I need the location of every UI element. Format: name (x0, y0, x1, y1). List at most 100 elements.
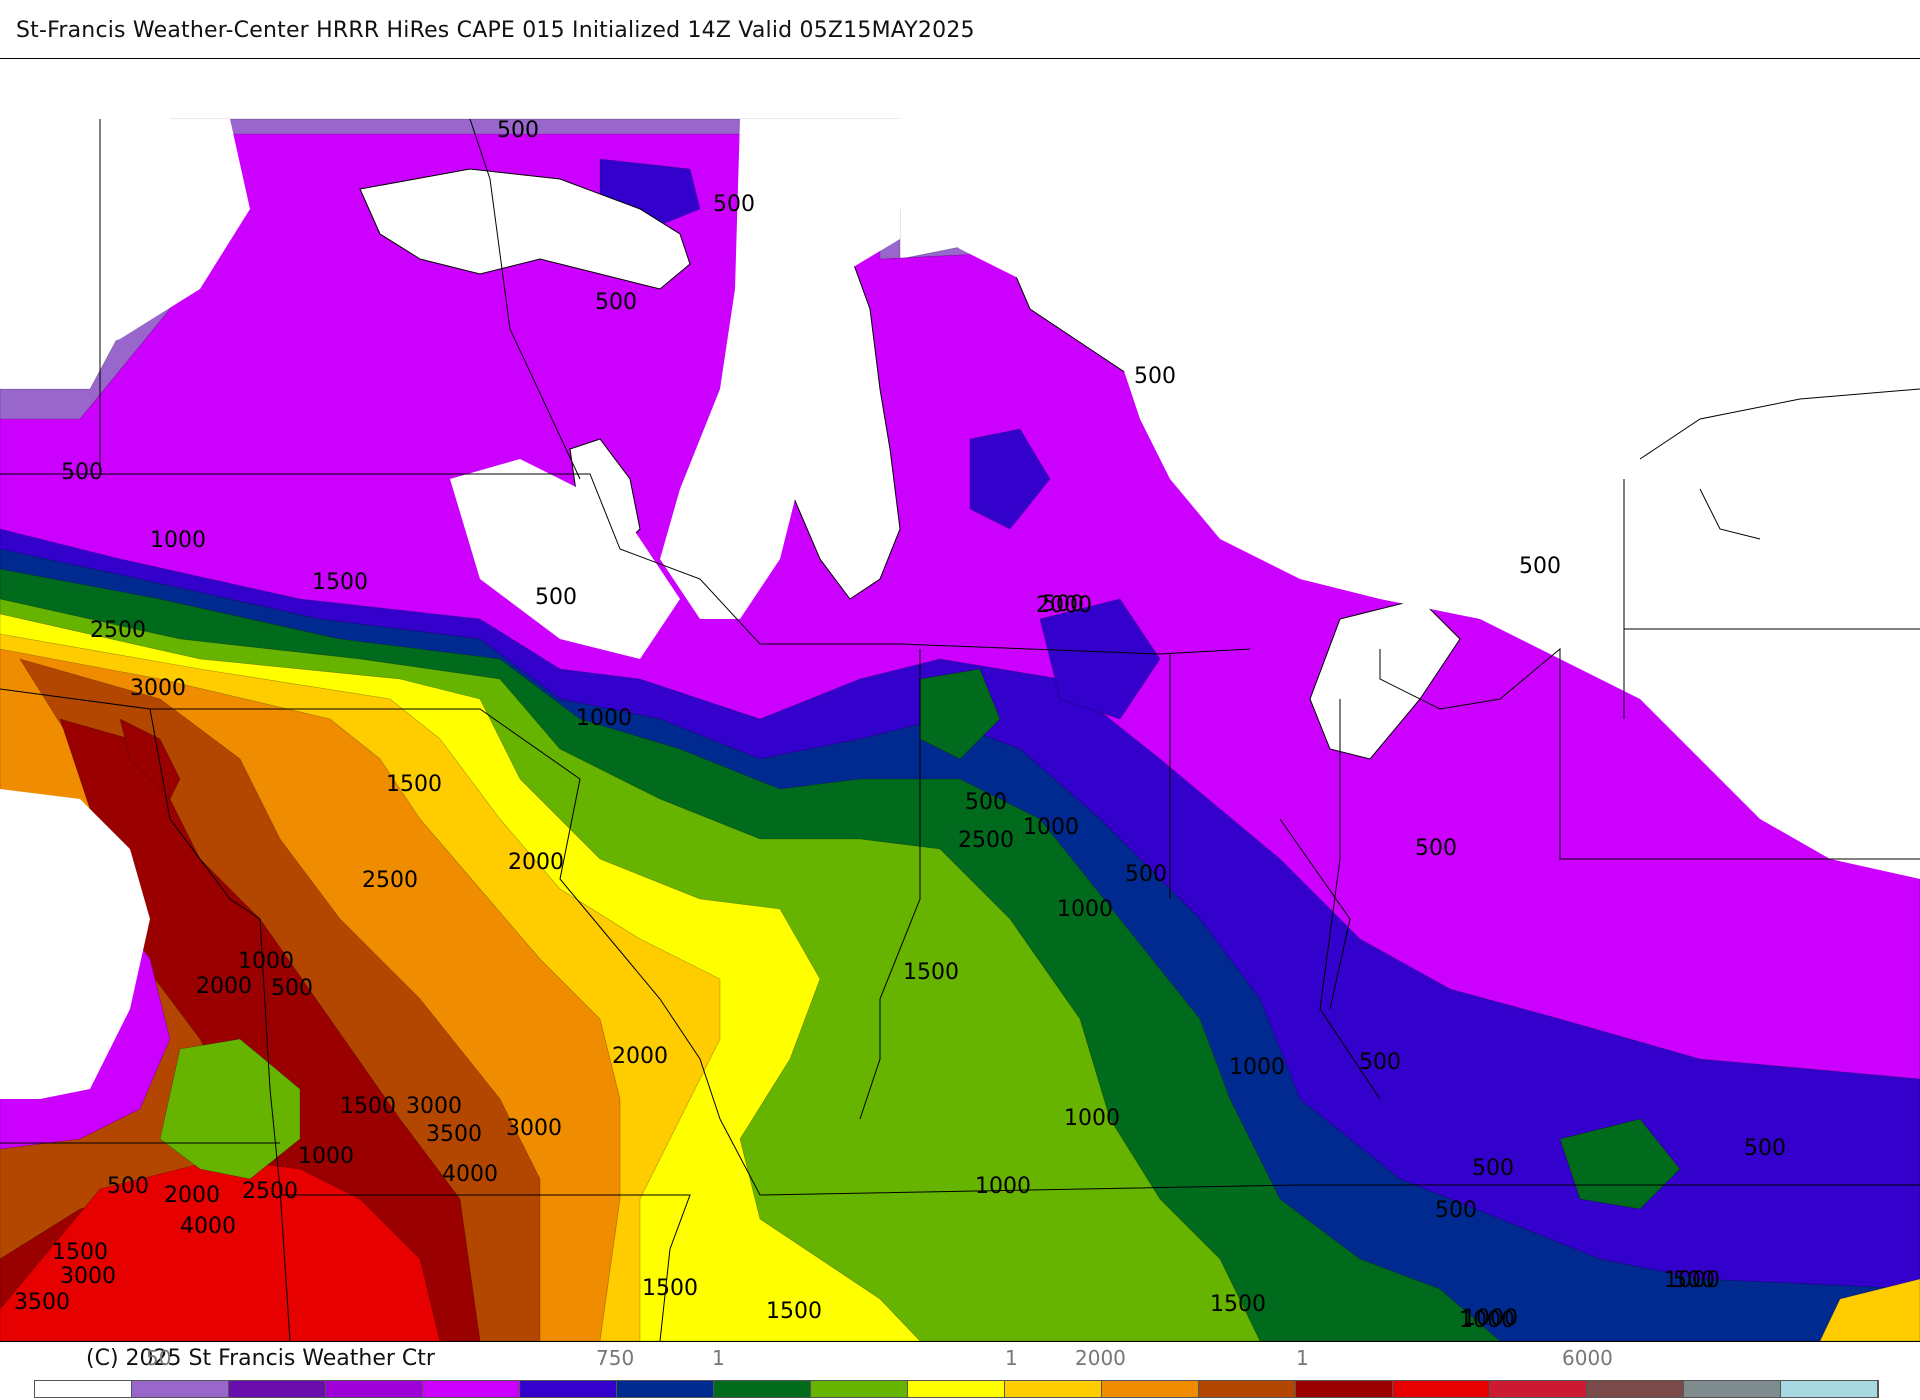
colorbar-tick: 6000 (1562, 1346, 1613, 1370)
contour-label: 500 (1125, 862, 1167, 887)
colorbar-swatch (1393, 1381, 1490, 1397)
contour-label: 1500 (642, 1276, 698, 1301)
cape-fill-gold (1819, 1278, 1920, 1341)
colorbar-swatch (132, 1381, 229, 1397)
contour-label: 500 (1519, 554, 1561, 579)
contour-label: 500 (271, 976, 313, 1001)
copyright-text: (C) 2025 St Francis Weather Ctr (86, 1346, 435, 1371)
colorbar-swatch (1781, 1381, 1878, 1397)
contour-label: 500 (497, 118, 539, 143)
lake-superior (359, 168, 691, 290)
contour-label: 1500 (312, 570, 368, 595)
colorbar-tick: 2000 (1075, 1346, 1126, 1370)
colorbar-swatch (1199, 1381, 1296, 1397)
contour-label: 3000 (60, 1264, 116, 1289)
contour-label: 500 (1134, 364, 1176, 389)
colorbar-swatch (1296, 1381, 1393, 1397)
contour-label: 1000 (1057, 897, 1113, 922)
cape-fill-dark-green (1559, 1118, 1681, 1210)
contour-label: 500 (965, 790, 1007, 815)
contour-label: 1000 (1462, 1306, 1518, 1331)
contour-label: 2500 (90, 618, 146, 643)
contour-label: 1500 (386, 772, 442, 797)
contour-label: 4000 (442, 1162, 498, 1187)
colorbar-swatch (326, 1381, 423, 1397)
contour-label: 1000 (1459, 1308, 1515, 1333)
contour-label: 1000 (1023, 815, 1079, 840)
cape-fill-blue (1039, 598, 1161, 720)
contour-label: 3500 (14, 1290, 70, 1315)
colorbar-swatch (229, 1381, 326, 1397)
map-title: St-Francis Weather-Center HRRR HiRes CAP… (16, 18, 975, 43)
upper-center-gap (660, 119, 900, 619)
colorbar-swatch (1587, 1381, 1684, 1397)
contour-label: 500 (1359, 1050, 1401, 1075)
cape-colorbar (34, 1380, 1879, 1398)
contour-label: 1000 (298, 1144, 354, 1169)
colorbar-swatch (1005, 1381, 1102, 1397)
contour-label: 1000 (975, 1174, 1031, 1199)
contour-label: 500 (1415, 836, 1457, 861)
contour-labels: 5005005005005001000150050025003000100020… (14, 118, 1786, 1333)
colorbar-swatch (811, 1381, 908, 1397)
cape-fill-regions (0, 118, 1920, 1341)
contour-label: 2500 (242, 1179, 298, 1204)
contour-label: 1500 (340, 1094, 396, 1119)
colorbar-tick: 1 (1005, 1346, 1018, 1370)
colorbar-swatch (714, 1381, 811, 1397)
colorbar-tick: 1 (712, 1346, 725, 1370)
lake-front-gap (450, 459, 680, 659)
contour-label: 2000 (196, 974, 252, 999)
contour-label: 1500 (1210, 1292, 1266, 1317)
white-gaps (0, 119, 1920, 1099)
colorbar-swatch (520, 1381, 617, 1397)
borders (0, 118, 1920, 1341)
colorbar-swatch (423, 1381, 520, 1397)
contour-label: 2500 (958, 828, 1014, 853)
contour-label: 500 (1435, 1198, 1477, 1223)
contour-label: 1500 (52, 1240, 108, 1265)
colorbar-tick: 50 (146, 1346, 172, 1370)
contour-label: 2000 (164, 1183, 220, 1208)
contour-label: 500 (107, 1174, 149, 1199)
map-footer: (C) 2025 St Francis Weather Ctr 50 750 1… (0, 1340, 1920, 1400)
contour-label: 3000 (506, 1116, 562, 1141)
contour-label: 2000 (612, 1044, 668, 1069)
colorbar-tick: 750 (596, 1346, 635, 1370)
contour-label: 500 (1472, 1156, 1514, 1181)
colorbar-tick: 1 (1296, 1346, 1309, 1370)
contour-label: 1500 (903, 960, 959, 985)
contour-label: 3500 (426, 1122, 482, 1147)
colorbar-swatch (908, 1381, 1005, 1397)
upper-right-gap (820, 119, 1920, 879)
colorbar-swatch (1684, 1381, 1781, 1397)
contour-label: 500 (1744, 1136, 1786, 1161)
contour-label: 1000 (1064, 1106, 1120, 1131)
cape-map-svg: 5005005005005001000150050025003000100020… (0, 59, 1920, 1341)
contour-label: 500 (1042, 592, 1084, 617)
nw-gap (0, 119, 250, 359)
contour-label: 1000 (1664, 1268, 1720, 1293)
contour-label: 1000 (238, 949, 294, 974)
left-gap (0, 789, 150, 1099)
colorbar-swatch (617, 1381, 714, 1397)
contour-label: 1000 (576, 706, 632, 731)
contour-label: 2000 (508, 850, 564, 875)
colorbar-swatch (1102, 1381, 1199, 1397)
cape-map: 500 500 500 500 500 1000 1500 500 2500 3000 1000 20… (0, 58, 1920, 1342)
contour-label: 500 (595, 290, 637, 315)
contour-label: 3000 (130, 676, 186, 701)
contour-label: 4000 (180, 1214, 236, 1239)
contour-label: 500 (1673, 1268, 1715, 1293)
contour-label: 2500 (362, 868, 418, 893)
cape-fill-dark-red (119, 718, 181, 800)
contour-label: 1000 (150, 528, 206, 553)
colorbar-swatch (1490, 1381, 1587, 1397)
contour-label: 500 (713, 192, 755, 217)
cape-fill-green (159, 1038, 301, 1180)
contour-label: 1500 (766, 1299, 822, 1324)
cape-fill-blue (969, 428, 1051, 530)
contour-label: 3000 (406, 1094, 462, 1119)
contour-label: 500 (535, 585, 577, 610)
contour-label: 500 (61, 460, 103, 485)
